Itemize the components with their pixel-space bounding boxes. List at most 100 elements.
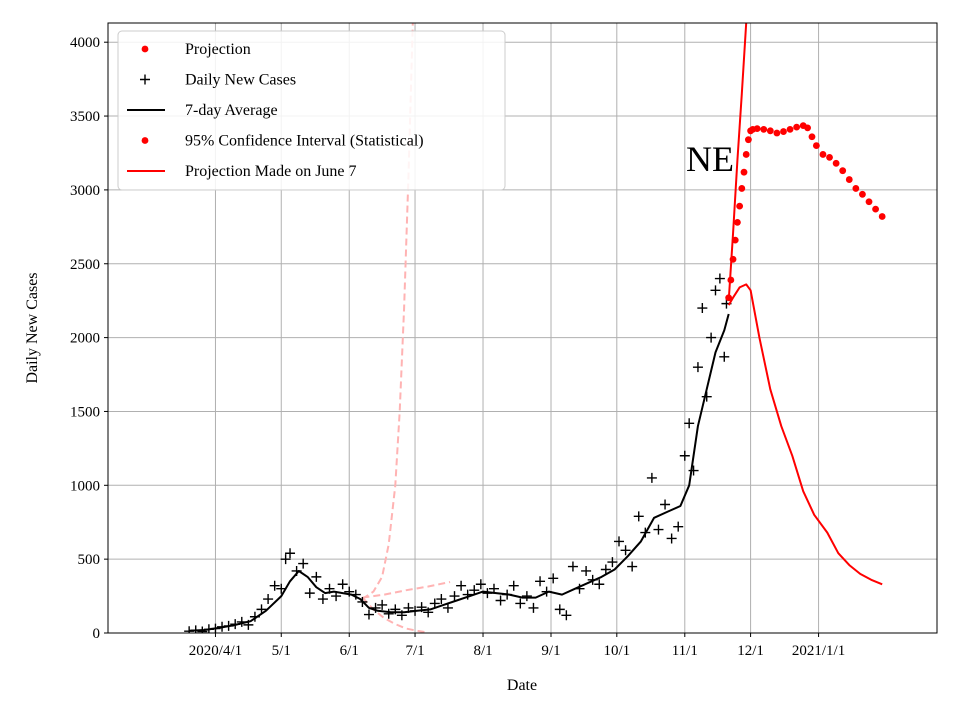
daily-case-marker [714,273,725,284]
legend-dot-marker [141,137,149,144]
projection-marker [780,128,787,135]
y-tick-label: 2500 [70,257,100,273]
daily-case-marker [697,303,708,314]
daily-case-marker [423,607,434,618]
daily-case-marker [236,616,247,627]
projection-marker [786,125,794,133]
y-tick-label: 1000 [70,478,100,494]
daily-case-marker [719,351,730,362]
confidence-lower-line [727,283,883,586]
daily-case-marker [587,574,598,585]
daily-case-marker [660,499,671,510]
daily-case-marker [230,619,241,630]
projection-marker [773,129,781,137]
projection-marker [845,176,853,183]
daily-case-marker [285,548,296,559]
june7-projection-upper-line [361,23,414,600]
daily-case-marker [269,580,280,591]
daily-case-marker [449,591,460,602]
daily-case-marker [263,594,274,605]
projection-marker [808,133,816,141]
projection-marker [740,168,748,176]
daily-case-marker [607,557,618,568]
projection-marker [804,124,812,132]
daily-case-marker [548,573,559,584]
x-tick-label: 2020/4/1 [189,643,242,659]
daily-case-marker [363,609,374,620]
daily-case-marker [620,545,631,556]
projection-marker [736,202,744,210]
daily-case-marker [528,602,539,613]
daily-case-marker [673,521,684,532]
daily-case-marker [679,450,690,461]
projection-marker [872,205,879,213]
legend-entry-label: 7-day Average [185,102,278,119]
daily-case-marker [594,579,605,590]
daily-case-marker [521,591,532,602]
daily-case-marker [561,610,572,621]
projection-marker [832,159,840,167]
x-tick-label: 9/1 [541,643,560,659]
daily-case-marker [190,625,201,633]
daily-case-marker [581,565,592,576]
daily-case-marker [495,595,506,606]
daily-case-marker [710,285,721,296]
daily-case-marker [488,583,499,594]
daily-case-marker [223,620,234,631]
projection-marker [812,142,820,149]
legend-entry-label: 95% Confidence Interval (Statistical) [185,133,424,150]
x-tick-label: 8/1 [473,643,492,659]
legend-dot-marker [141,45,149,53]
projection-marker [731,236,739,244]
seven-day-average-line [189,313,730,632]
projection-marker [738,185,746,192]
y-tick-label: 1500 [70,404,100,420]
daily-case-marker [210,623,221,633]
daily-case-marker [462,589,473,600]
plot-frame [107,22,938,634]
daily-case-marker [613,536,624,547]
projection-marker [734,218,741,226]
legend-entry-label: Daily New Cases [185,72,296,89]
daily-case-marker [337,579,348,590]
daily-case-marker [304,588,315,599]
daily-case-marker [331,591,342,602]
daily-case-marker [515,598,526,609]
daily-case-marker [390,604,401,615]
june7-projection-middle-line [362,581,451,599]
daily-case-marker [600,564,611,575]
projection-marker [727,276,735,284]
daily-case-marker [567,561,578,572]
projection-marker [744,136,752,144]
daily-case-marker [692,362,703,373]
x-tick-label: 7/1 [405,643,424,659]
daily-case-marker [256,604,267,615]
projection-marker [725,294,733,302]
daily-case-marker [217,621,228,632]
daily-case-marker [554,604,565,615]
daily-case-marker [370,602,381,613]
axis-ticks: 2020/4/1 5/1 6/1 7/1 8/1 9/1 10/1 11/1 12/1 2021/… [70,35,845,659]
daily-case-marker [280,554,291,565]
daily-case-marker [298,558,309,569]
daily-case-marker [640,527,651,538]
daily-case-marker [344,586,355,597]
x-tick-label: 5/1 [272,643,291,659]
daily-case-marker [249,611,260,622]
daily-case-marker [469,585,480,596]
x-tick-label: 2021/1/1 [792,643,845,659]
daily-case-marker [706,332,717,343]
daily-case-marker [350,589,361,600]
projection-marker [819,151,827,158]
legend-plus-marker [140,74,150,85]
daily-case-marker [456,580,467,591]
y-tick-label: 0 [93,626,101,642]
daily-case-marker [396,610,407,621]
y-tick-label: 3500 [70,109,100,125]
daily-case-marker [357,596,368,607]
daily-case-marker [688,465,699,476]
y-tick-label: 2000 [70,331,100,347]
daily-case-marker [184,626,195,633]
daily-case-marker [574,583,585,594]
